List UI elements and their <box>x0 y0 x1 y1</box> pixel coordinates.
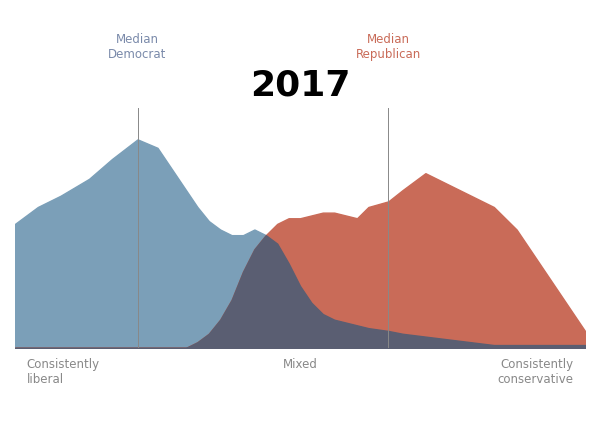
Title: 2017: 2017 <box>250 68 350 102</box>
Text: Consistently
liberal: Consistently liberal <box>26 358 100 386</box>
Text: Median
Republican: Median Republican <box>356 34 421 61</box>
Text: Mixed: Mixed <box>283 358 317 371</box>
Text: Consistently
conservative: Consistently conservative <box>497 358 574 386</box>
Text: Median
Democrat: Median Democrat <box>109 34 167 61</box>
